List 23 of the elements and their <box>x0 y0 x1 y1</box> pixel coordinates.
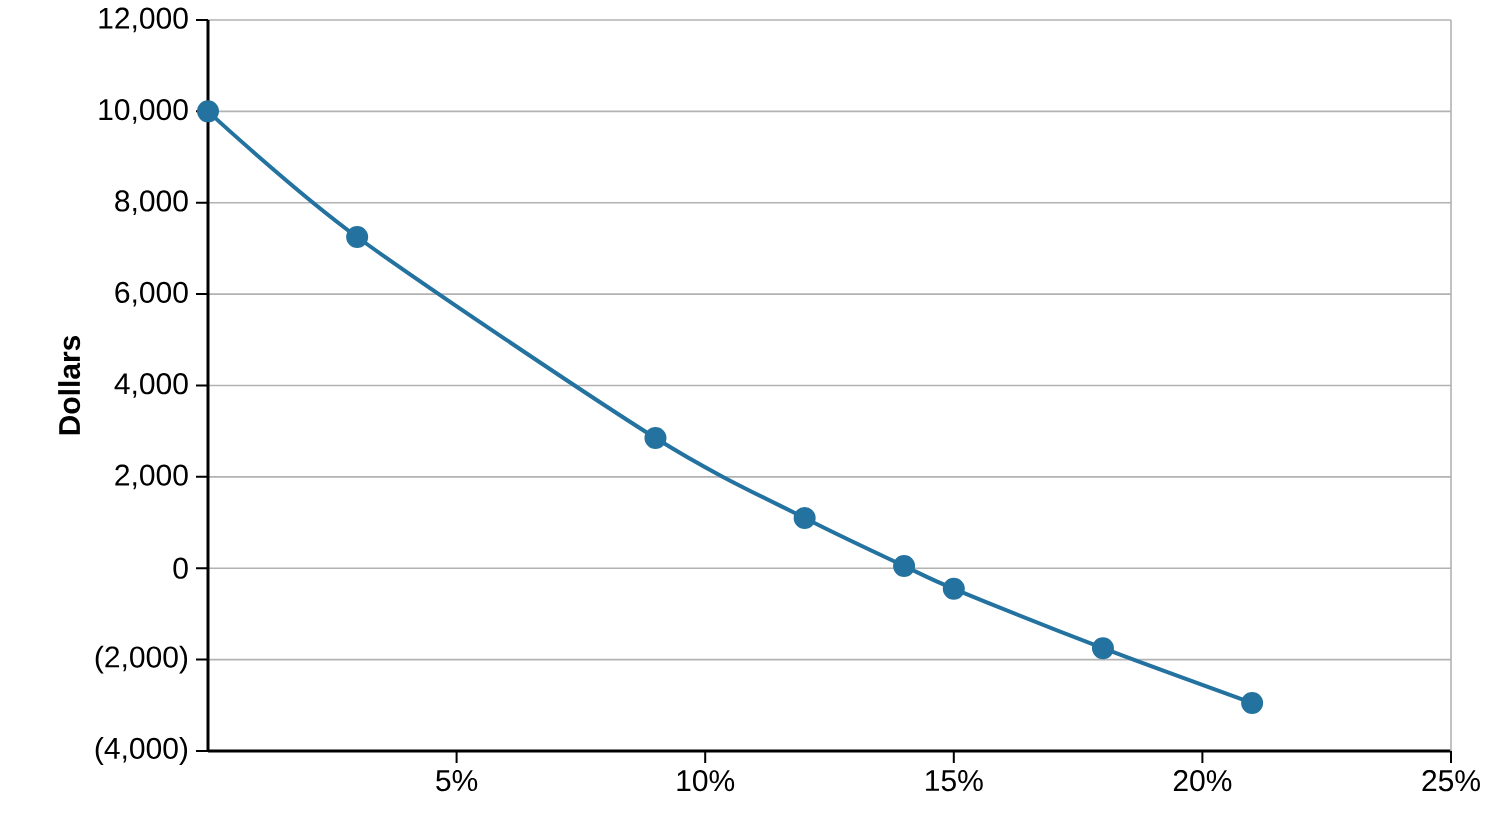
y-tick-label: 4,000 <box>114 373 188 398</box>
point <box>197 100 219 123</box>
y-tick-label: 2,000 <box>115 464 188 490</box>
point <box>1241 692 1264 715</box>
point <box>644 427 667 450</box>
x-tick-label: 10% <box>677 770 735 792</box>
y-tick-label: 8,000 <box>115 190 188 216</box>
point <box>1091 637 1114 660</box>
y-axis-title: Dollars <box>58 335 81 435</box>
y-tick-label: 0 <box>173 557 188 579</box>
point <box>942 577 965 600</box>
point <box>893 554 916 577</box>
y-tick-label: 12,000 <box>99 7 188 33</box>
x-tick-label: 25% <box>1422 770 1480 792</box>
point <box>346 226 369 248</box>
y-tick-label: 6,000 <box>115 281 188 307</box>
x-tick-label: 20% <box>1173 770 1232 792</box>
x-tick-label: 15% <box>926 770 983 792</box>
y-tick-label: (4,000) <box>95 737 188 765</box>
x-tick-label: 5% <box>436 770 478 792</box>
y-tick-label: (2,000) <box>95 645 188 674</box>
point <box>793 506 816 529</box>
y-tick-label: 10,000 <box>99 98 188 124</box>
